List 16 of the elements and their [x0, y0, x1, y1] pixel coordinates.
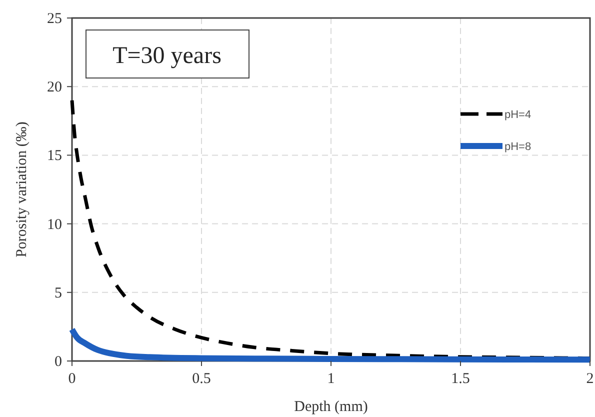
legend-label: pH=4 [504, 109, 532, 122]
y-tick-label: 5 [54, 285, 62, 302]
x-axis-title: Depth (mm) [294, 399, 368, 415]
y-tick-label: 20 [47, 80, 62, 96]
x-tick-label: 0.5 [192, 371, 211, 387]
y-tick-label: 15 [47, 148, 62, 164]
x-tick-label: 1 [327, 371, 335, 387]
y-axis-title: Porosity variation (‰) [14, 122, 30, 258]
x-tick-label: 1.5 [451, 371, 470, 387]
x-tick-label: 0 [68, 371, 76, 387]
annotation: T=30 years [112, 43, 222, 69]
legend-label: pH=8 [504, 141, 532, 154]
y-tick-label: 10 [47, 216, 62, 233]
x-tick-label: 2 [586, 371, 594, 387]
y-tick-label: 25 [47, 11, 62, 27]
y-tick-label: 0 [54, 354, 62, 370]
